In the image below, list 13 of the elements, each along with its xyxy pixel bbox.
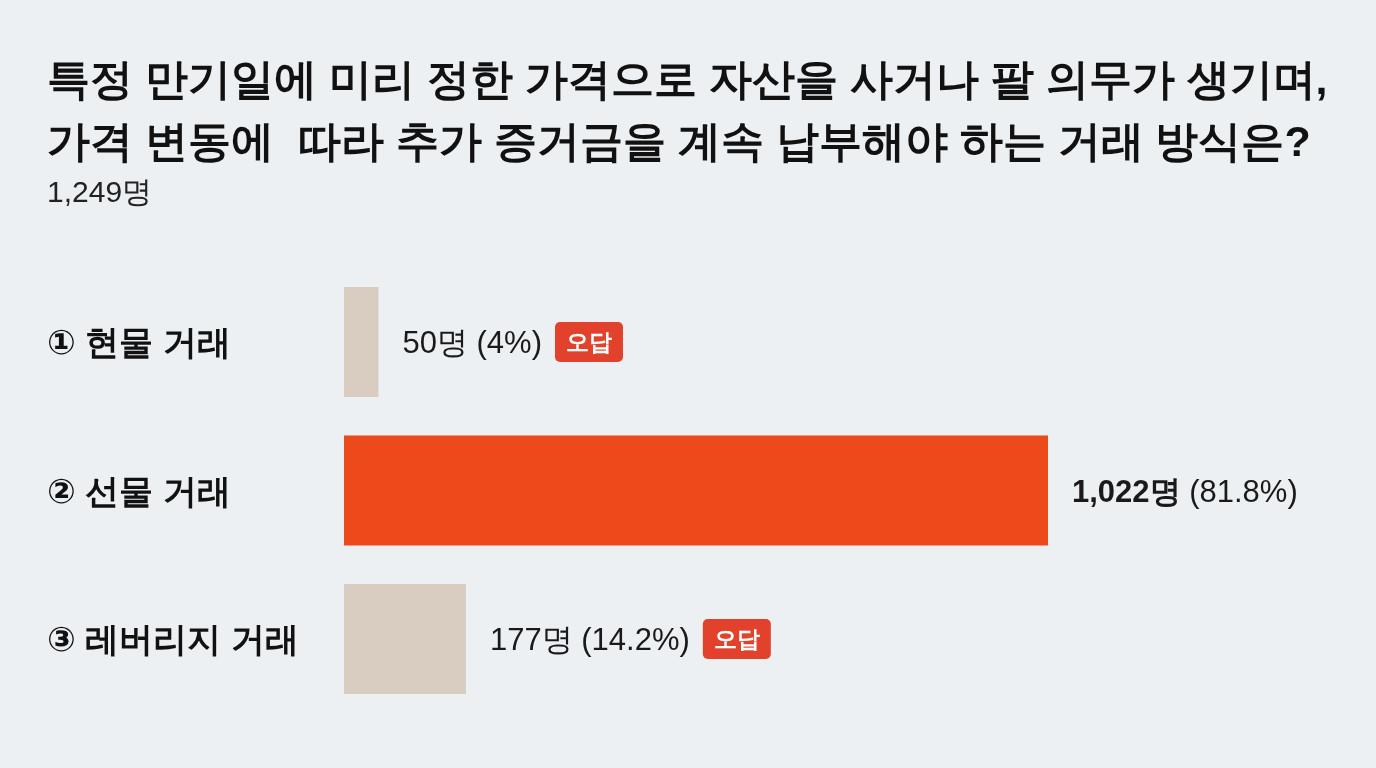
title: 가격 변동에 따라 추가 증거금을 계속 납부해야 하는 거래 방식은? xyxy=(47,117,1311,165)
annotation: 오답 xyxy=(565,329,612,355)
badge: 오답 xyxy=(555,322,623,362)
category-label: ② 선물 거래 xyxy=(47,471,231,510)
title: 특정 만기일에 미리 정한 가격으로 자산을 사거나 팔 의무가 생기며, xyxy=(47,55,1328,103)
category-label: ① 현물 거래 xyxy=(47,323,231,361)
value-label: 50명 (4%) xyxy=(402,324,542,360)
annotation: 오답 xyxy=(713,626,760,652)
badge: 오답 xyxy=(702,619,771,659)
value-label: 177명 (14.2%) xyxy=(489,621,690,657)
category-label: ③ 레버리지 거래 xyxy=(47,620,299,658)
value-label: 1,022명 (81.8%) xyxy=(1072,473,1298,508)
subtitle: 1,249명 xyxy=(47,175,153,208)
